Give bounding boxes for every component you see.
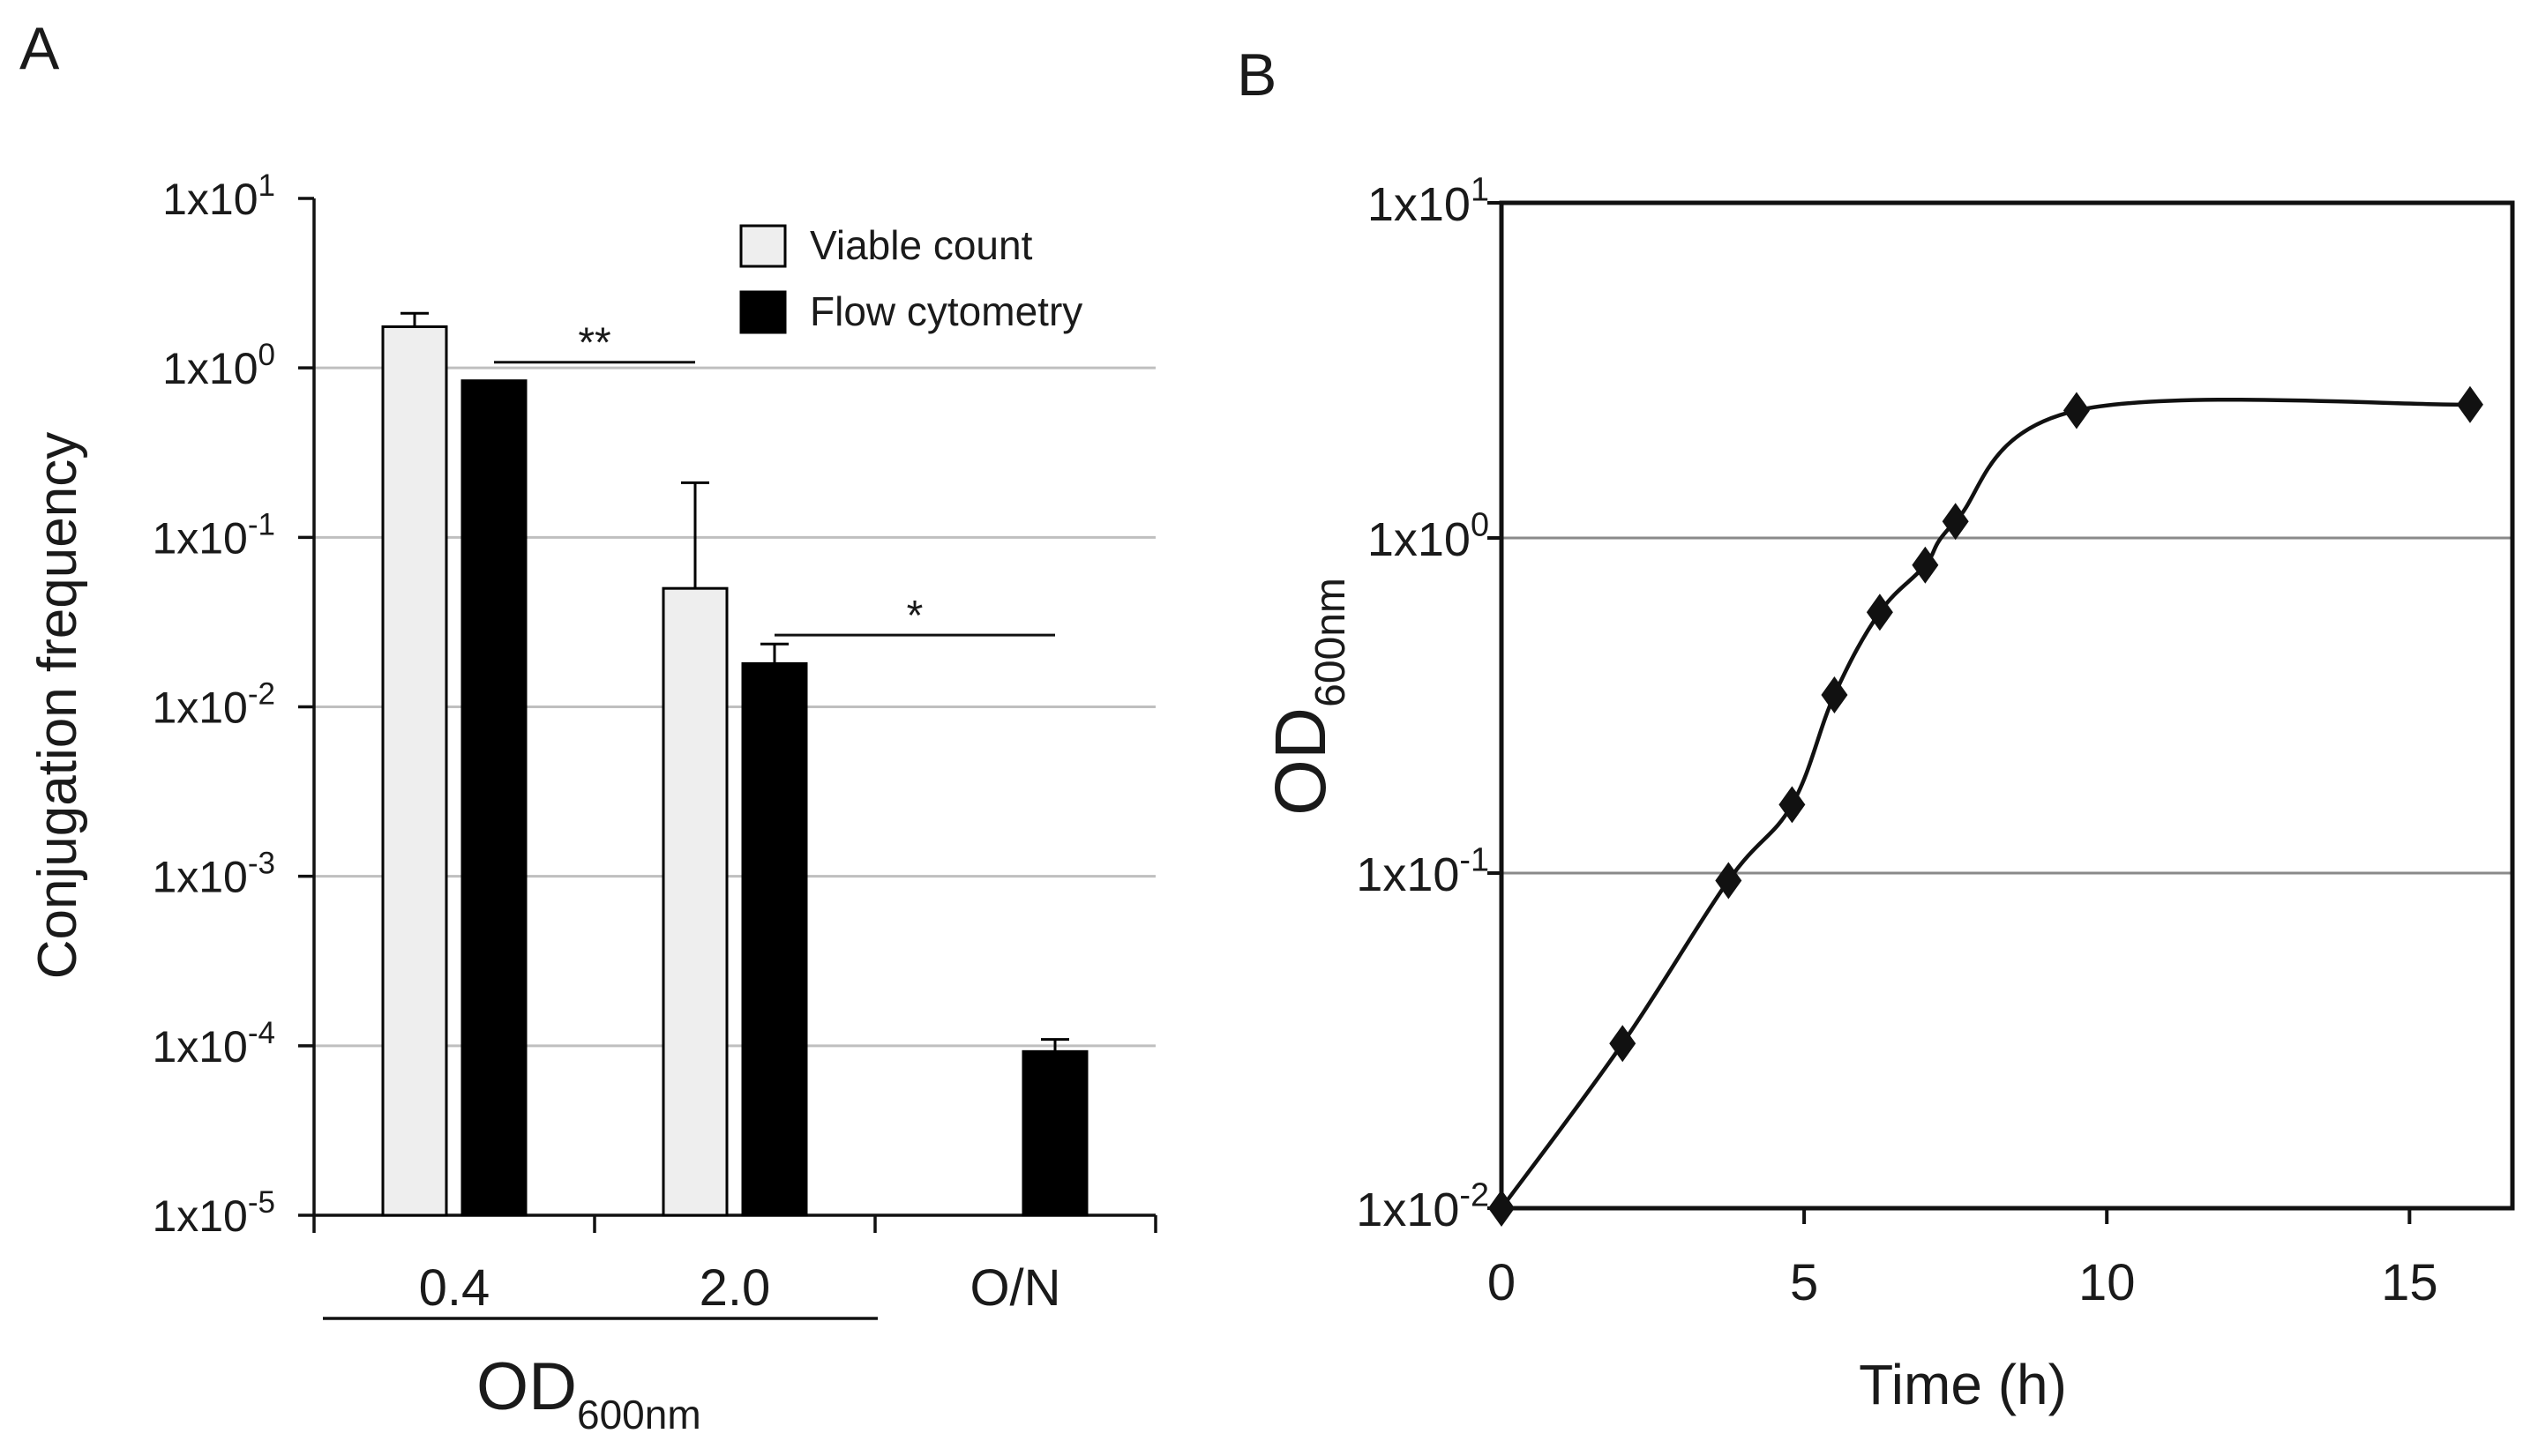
y-tick-label: 1x10-2 <box>152 677 275 733</box>
significance-label: * <box>907 593 924 639</box>
x-tick-label: 2.0 <box>700 1259 771 1317</box>
x-tick-label: O/N <box>970 1259 1060 1317</box>
legend-swatch <box>739 224 787 268</box>
panel-b-chart: 1x101 1x100 1x10-1 1x10-2 0 5 10 15 Time (h) OD60… <box>1261 171 2515 1416</box>
panel-a-label: A <box>19 15 60 82</box>
bar <box>460 379 528 1217</box>
bar <box>1022 1049 1089 1217</box>
legend-swatch <box>739 290 787 334</box>
x-tick-label: 5 <box>1790 1254 1818 1311</box>
legend-label: Viable count <box>810 222 1033 268</box>
y-tick-label: 1x101 <box>162 168 275 224</box>
bar <box>741 661 808 1217</box>
data-point <box>1821 676 1848 714</box>
data-point <box>1609 1025 1636 1063</box>
x-tick-label: 15 <box>2381 1254 2438 1311</box>
y-tick-label: 1x101 <box>1367 171 1489 231</box>
data-point <box>1488 1190 1515 1227</box>
y-tick-label: 1x10-2 <box>1356 1176 1489 1236</box>
significance-label: ** <box>578 320 610 367</box>
data-point <box>2456 385 2483 423</box>
y-tick-label: 1x10-1 <box>1356 841 1489 901</box>
bar <box>662 586 729 1217</box>
y-tick-label: 1x100 <box>162 338 275 393</box>
x-axis-label: OD600nm <box>476 1349 701 1437</box>
series-line <box>1500 397 2470 1210</box>
plot-frame <box>1499 200 2515 1211</box>
x-tick-label: 10 <box>2078 1254 2136 1311</box>
y-axis-label: Conjugation frequency <box>27 432 88 979</box>
x-tick-label: 0 <box>1487 1254 1516 1311</box>
y-tick-label: 1x10-4 <box>152 1016 275 1071</box>
x-axis-label: Time (h) <box>1859 1353 2067 1416</box>
y-tick-label: 1x10-1 <box>152 507 275 563</box>
panel-a-chart: 1x101 1x100 1x10-1 1x10-2 1x10-3 1x10-4 1x10-5… <box>27 168 1157 1437</box>
data-point <box>1715 862 1742 900</box>
x-tick-label: 0.4 <box>419 1259 490 1317</box>
legend-label: Flow cytometry <box>810 288 1082 334</box>
y-tick-label: 1x10-5 <box>152 1185 275 1241</box>
data-point <box>1866 594 1893 631</box>
data-point <box>1912 546 1939 584</box>
bar <box>381 325 448 1217</box>
y-tick-label: 1x100 <box>1367 506 1489 566</box>
y-tick-label: 1x10-3 <box>152 847 275 902</box>
data-point <box>2063 392 2090 429</box>
data-point <box>1942 503 1969 541</box>
panel-b-label: B <box>1237 41 1276 108</box>
y-axis-label: OD600nm <box>1261 578 1354 816</box>
data-point <box>1778 786 1806 824</box>
